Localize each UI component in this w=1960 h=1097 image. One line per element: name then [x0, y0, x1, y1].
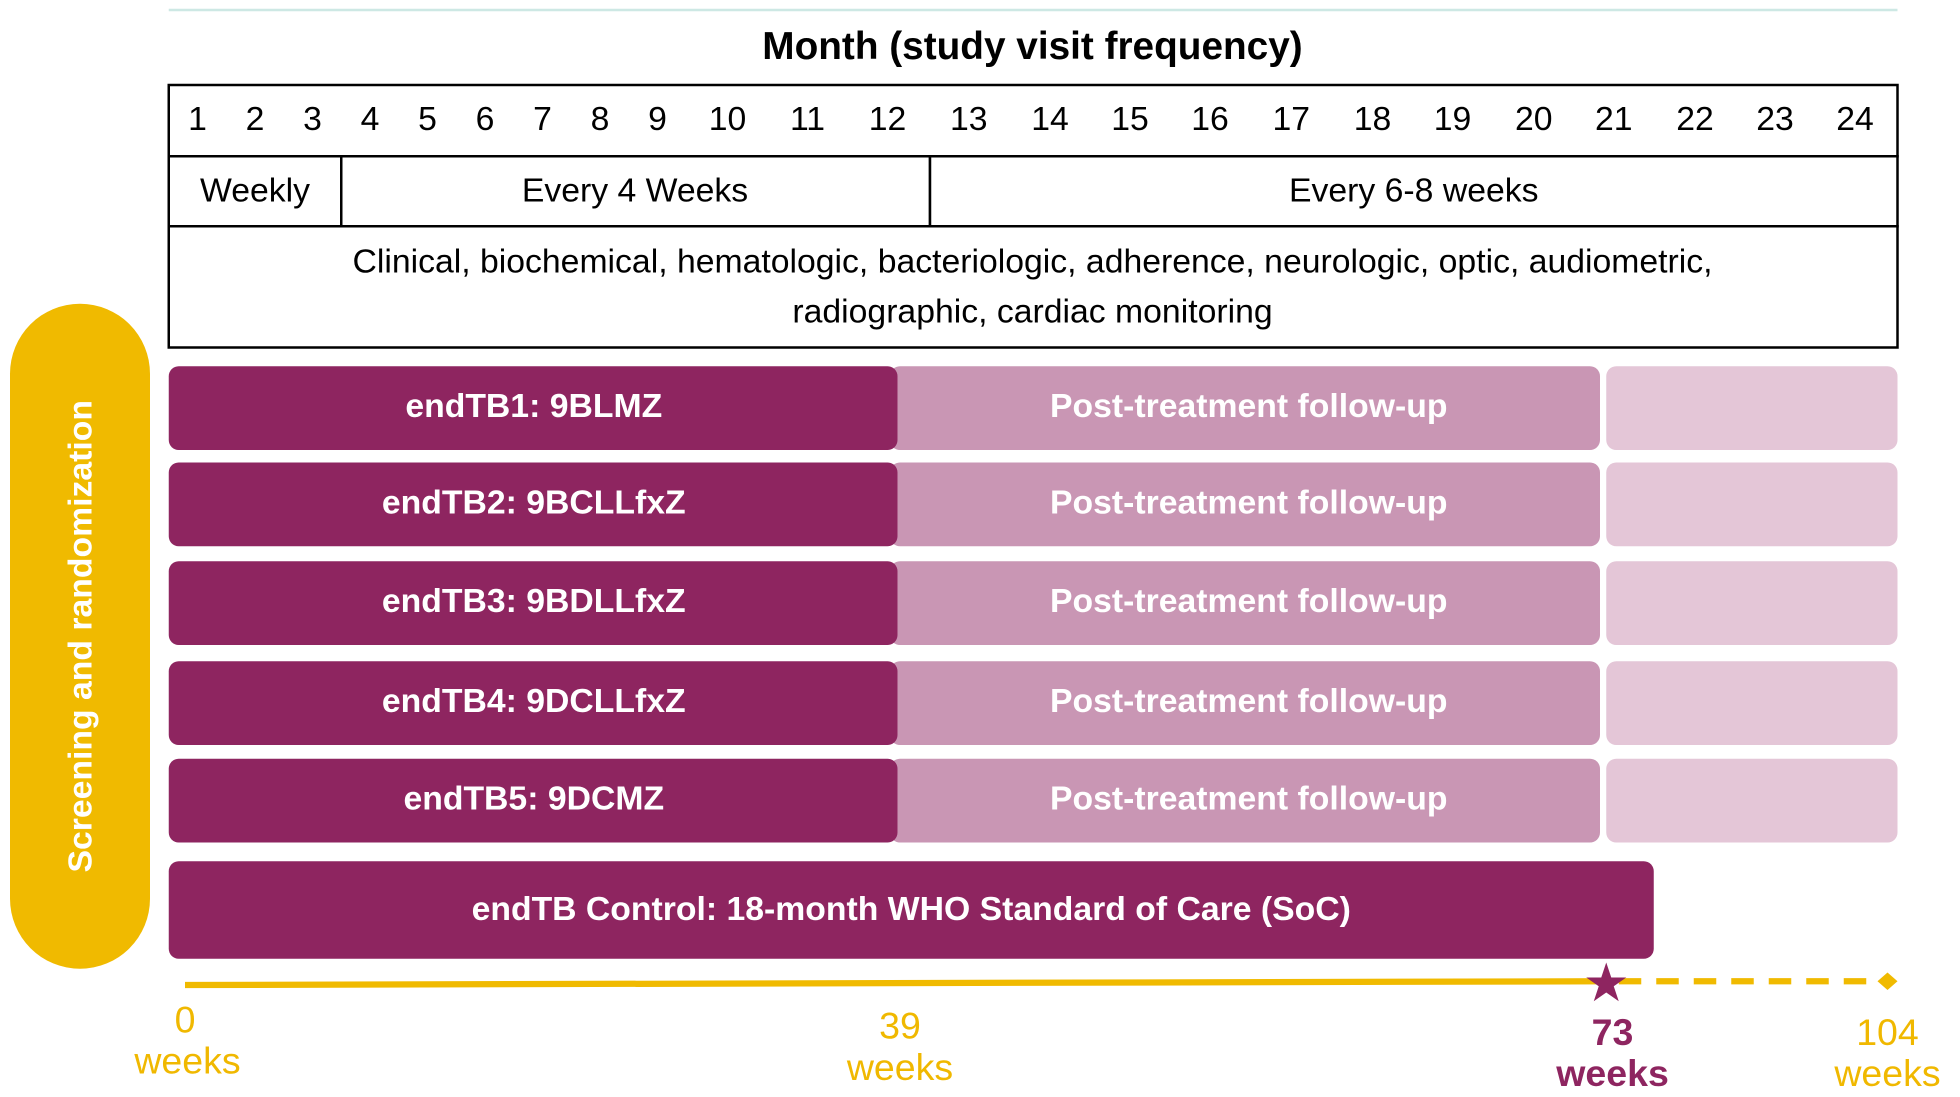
side-pill — [10, 303, 150, 969]
side-label: Screening and randomization — [61, 400, 99, 873]
control-label: endTB Control: 18-month WHO Standard of … — [472, 890, 1351, 928]
month: 20 — [1515, 100, 1553, 138]
timeline-end — [1877, 972, 1898, 990]
followup-extension — [1606, 366, 1898, 450]
regimen-bar — [168, 661, 898, 745]
followup-bar — [890, 366, 1600, 450]
regimen-bar — [168, 462, 898, 547]
timeline-unit: weeks — [1833, 1052, 1940, 1094]
timeline-value: 73 — [1592, 1011, 1634, 1053]
month: 10 — [709, 100, 747, 138]
month: 14 — [1031, 100, 1069, 138]
monitoring-text: radiographic, cardiac monitoring — [792, 293, 1272, 331]
regimen-bar — [168, 366, 898, 450]
regimen-label: endTB5: 9DCMZ — [403, 780, 664, 818]
frequency: Every 6-8 weeks — [1289, 171, 1538, 209]
month: 9 — [648, 100, 667, 138]
month: 7 — [533, 100, 552, 138]
month: 16 — [1191, 100, 1229, 138]
month: 21 — [1595, 100, 1633, 138]
followup-label: Post-treatment follow-up — [1050, 387, 1448, 425]
followup-label: Post-treatment follow-up — [1050, 582, 1448, 620]
month: 17 — [1272, 100, 1310, 138]
regimen-label: endTB1: 9BLMZ — [405, 387, 662, 425]
monitoring-cell — [167, 225, 1899, 349]
regimen-bar — [168, 561, 898, 645]
regimen-label: endTB4: 9DCLLfxZ — [382, 682, 686, 720]
control-bar — [168, 861, 1654, 959]
timeline-value: 0 — [175, 998, 196, 1040]
month: 15 — [1111, 100, 1149, 138]
month: 6 — [476, 100, 495, 138]
followup-extension — [1606, 561, 1898, 645]
month: 3 — [303, 100, 322, 138]
followup-label: Post-treatment follow-up — [1050, 483, 1448, 521]
month: 1 — [188, 100, 207, 138]
month: 4 — [361, 100, 380, 138]
title: Month (study visit frequency) — [762, 25, 1302, 68]
monitoring-text: Clinical, biochemical, hematologic, bact… — [352, 243, 1712, 281]
followup-extension — [1606, 661, 1898, 745]
followup-bar — [890, 661, 1600, 745]
star — [1586, 962, 1627, 1002]
regimen-bar — [168, 758, 898, 843]
frequency: Every 4 Weeks — [522, 171, 748, 209]
month: 23 — [1756, 100, 1794, 138]
followup-label: Post-treatment follow-up — [1050, 780, 1448, 818]
month: 24 — [1836, 100, 1874, 138]
month: 22 — [1676, 100, 1714, 138]
followup-bar — [890, 561, 1600, 645]
followup-extension — [1606, 758, 1898, 843]
month: 13 — [950, 100, 988, 138]
month: 8 — [591, 100, 610, 138]
freq-cell — [167, 155, 343, 228]
followup-label: Post-treatment follow-up — [1050, 682, 1448, 720]
freq-cell — [928, 155, 1899, 228]
month: 18 — [1354, 100, 1392, 138]
followup-bar — [890, 462, 1600, 547]
month: 5 — [418, 100, 437, 138]
followup-bar — [890, 758, 1600, 843]
timeline-unit: weeks — [1555, 1052, 1669, 1094]
frequency: Weekly — [200, 171, 310, 209]
timeline-unit: weeks — [846, 1046, 953, 1088]
regimen-label: endTB3: 9BDLLfxZ — [382, 582, 686, 620]
followup-extension — [1606, 462, 1898, 547]
timeline-unit: weeks — [133, 1040, 240, 1082]
month: 2 — [246, 100, 265, 138]
month: 12 — [869, 100, 907, 138]
month: 11 — [790, 100, 825, 138]
timeline-value: 104 — [1856, 1011, 1919, 1053]
regimen-label: endTB2: 9BCLLfxZ — [382, 483, 686, 521]
month: 19 — [1434, 100, 1472, 138]
timeline — [184, 978, 1607, 989]
timeline-value: 39 — [879, 1005, 921, 1047]
